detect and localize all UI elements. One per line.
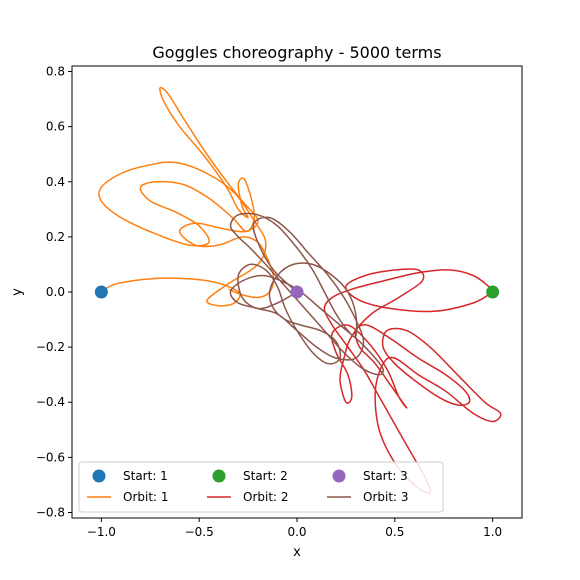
y-tick-label: −0.2 [36, 340, 65, 354]
legend-label-orbit-1: Orbit: 1 [123, 490, 169, 504]
y-axis-ticks: −0.8 −0.6 −0.4 −0.2 0.0 0.2 0.4 0.6 0.8 [36, 65, 72, 519]
legend-label-orbit-3: Orbit: 3 [363, 490, 409, 504]
x-tick-label: 0.0 [287, 525, 306, 539]
legend-label-start-2: Start: 2 [243, 469, 288, 483]
y-tick-label: 0.0 [46, 285, 65, 299]
legend-label-orbit-2: Orbit: 2 [243, 490, 289, 504]
x-tick-label: −1.0 [87, 525, 116, 539]
y-axis-label: y [10, 288, 25, 296]
chart-title: Goggles choreography - 5000 terms [152, 43, 441, 62]
start-point-1 [94, 285, 108, 299]
y-tick-label: −0.6 [36, 450, 65, 464]
legend: Start: 1 Orbit: 1 Start: 2 Orbit: 2 Start: 3… [78, 461, 444, 513]
x-tick-label: 1.0 [483, 525, 502, 539]
legend-marker-start-1 [92, 469, 106, 483]
y-tick-label: 0.2 [46, 230, 65, 244]
legend-marker-start-3 [332, 469, 346, 483]
y-tick-label: −0.8 [36, 505, 65, 519]
legend-box [78, 461, 444, 513]
legend-label-start-3: Start: 3 [363, 469, 408, 483]
start-point-2 [486, 285, 500, 299]
x-tick-label: 0.5 [385, 525, 404, 539]
legend-label-start-1: Start: 1 [123, 469, 168, 483]
orbit-line-3 [229, 212, 384, 376]
x-axis-ticks: −1.0 −0.5 0.0 0.5 1.0 [87, 518, 502, 539]
start-point-3 [290, 285, 304, 299]
orbit-line-1 [98, 86, 275, 307]
x-tick-label: −0.5 [185, 525, 214, 539]
x-axis-label: x [293, 545, 301, 560]
y-tick-label: 0.8 [46, 65, 65, 79]
series-layer [98, 86, 502, 495]
y-tick-label: 0.6 [46, 120, 65, 134]
legend-marker-start-2 [212, 469, 226, 483]
y-tick-label: 0.4 [46, 175, 65, 189]
y-tick-label: −0.4 [36, 395, 65, 409]
start-points-layer [94, 285, 500, 299]
